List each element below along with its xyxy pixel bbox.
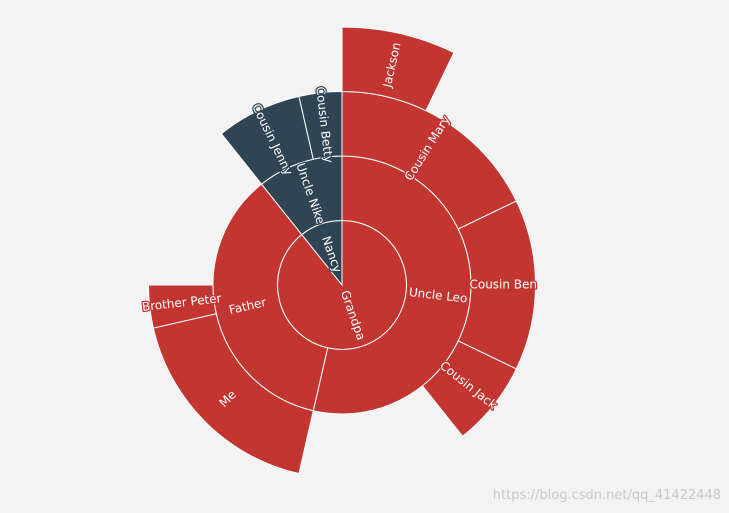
sunburst-segment: [298, 90, 343, 160]
segment-label: Cousin Ben: [469, 278, 537, 292]
segment-label: Uncle Leo: [408, 285, 468, 305]
watermark: https://blog.csdn.net/qq_41422448: [492, 488, 721, 503]
sunburst-segment: [147, 284, 217, 329]
sunburst-segment: [341, 26, 455, 112]
sunburst-segment: [421, 340, 518, 437]
